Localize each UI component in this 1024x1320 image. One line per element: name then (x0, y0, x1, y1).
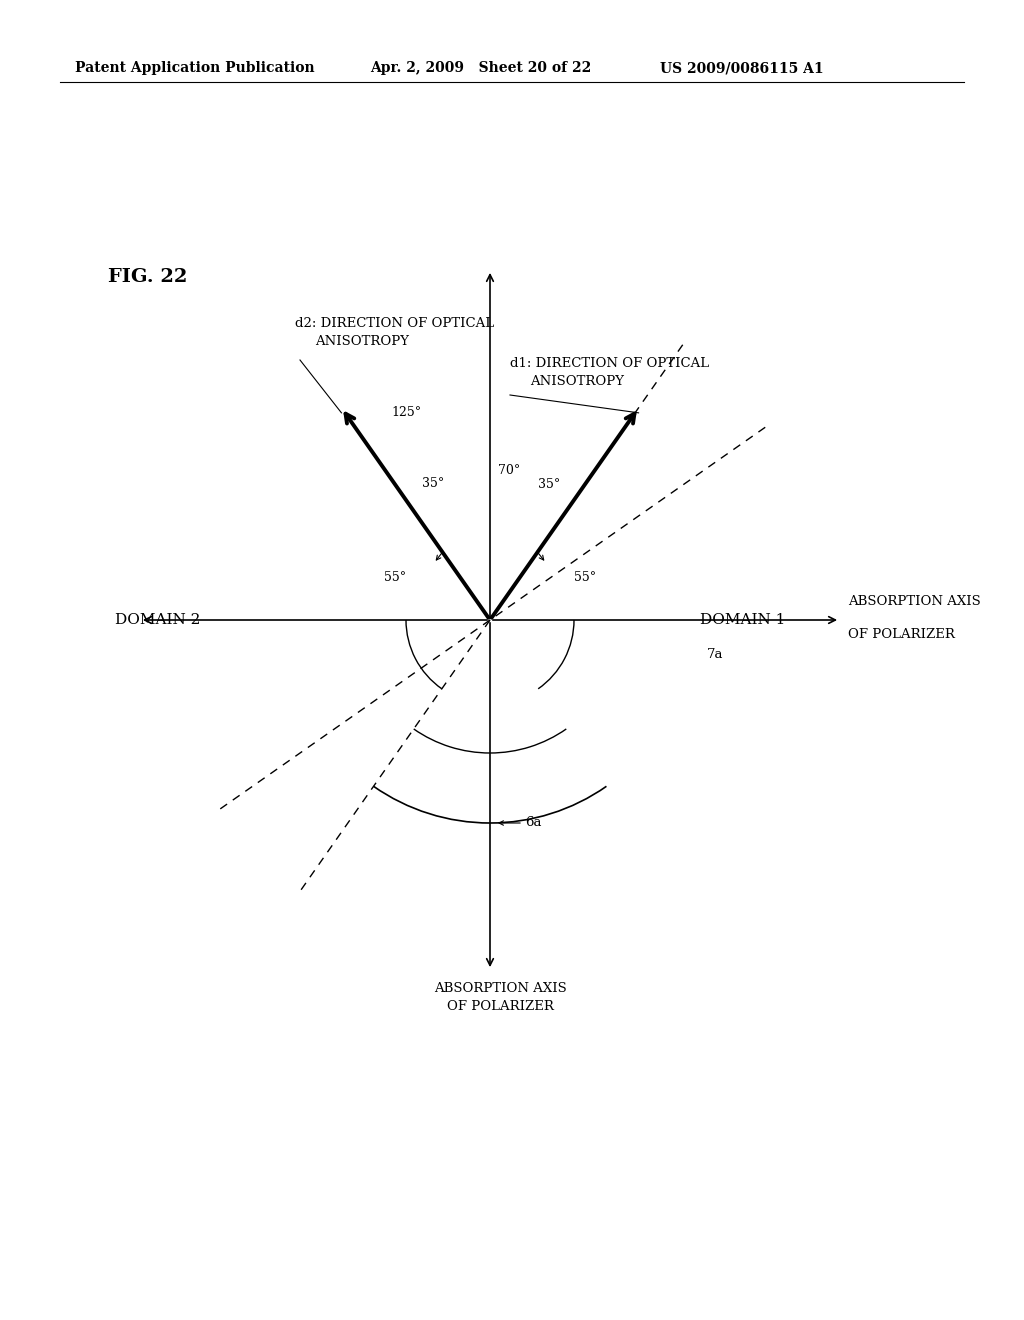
Text: FIG. 22: FIG. 22 (108, 268, 187, 286)
Text: 6a: 6a (525, 817, 542, 829)
Text: OF POLARIZER: OF POLARIZER (446, 1001, 553, 1012)
Text: 35°: 35° (422, 477, 444, 490)
Text: 55°: 55° (574, 570, 596, 583)
Text: d1: DIRECTION OF OPTICAL: d1: DIRECTION OF OPTICAL (510, 356, 710, 370)
Text: DOMAIN 2: DOMAIN 2 (115, 612, 201, 627)
Text: 70°: 70° (498, 465, 520, 478)
Text: ANISOTROPY: ANISOTROPY (530, 375, 624, 388)
Text: 55°: 55° (384, 570, 406, 583)
Text: ANISOTROPY: ANISOTROPY (315, 335, 409, 348)
Text: 35°: 35° (539, 478, 560, 491)
Text: OF POLARIZER: OF POLARIZER (848, 628, 954, 642)
Text: ABSORPTION AXIS: ABSORPTION AXIS (433, 982, 566, 995)
Text: 125°: 125° (391, 407, 422, 418)
Text: Patent Application Publication: Patent Application Publication (75, 61, 314, 75)
Text: Apr. 2, 2009   Sheet 20 of 22: Apr. 2, 2009 Sheet 20 of 22 (370, 61, 591, 75)
Text: ABSORPTION AXIS: ABSORPTION AXIS (848, 595, 981, 609)
Text: 7a: 7a (707, 648, 724, 661)
Text: DOMAIN 1: DOMAIN 1 (700, 612, 785, 627)
Text: d2: DIRECTION OF OPTICAL: d2: DIRECTION OF OPTICAL (295, 317, 495, 330)
Text: US 2009/0086115 A1: US 2009/0086115 A1 (660, 61, 823, 75)
